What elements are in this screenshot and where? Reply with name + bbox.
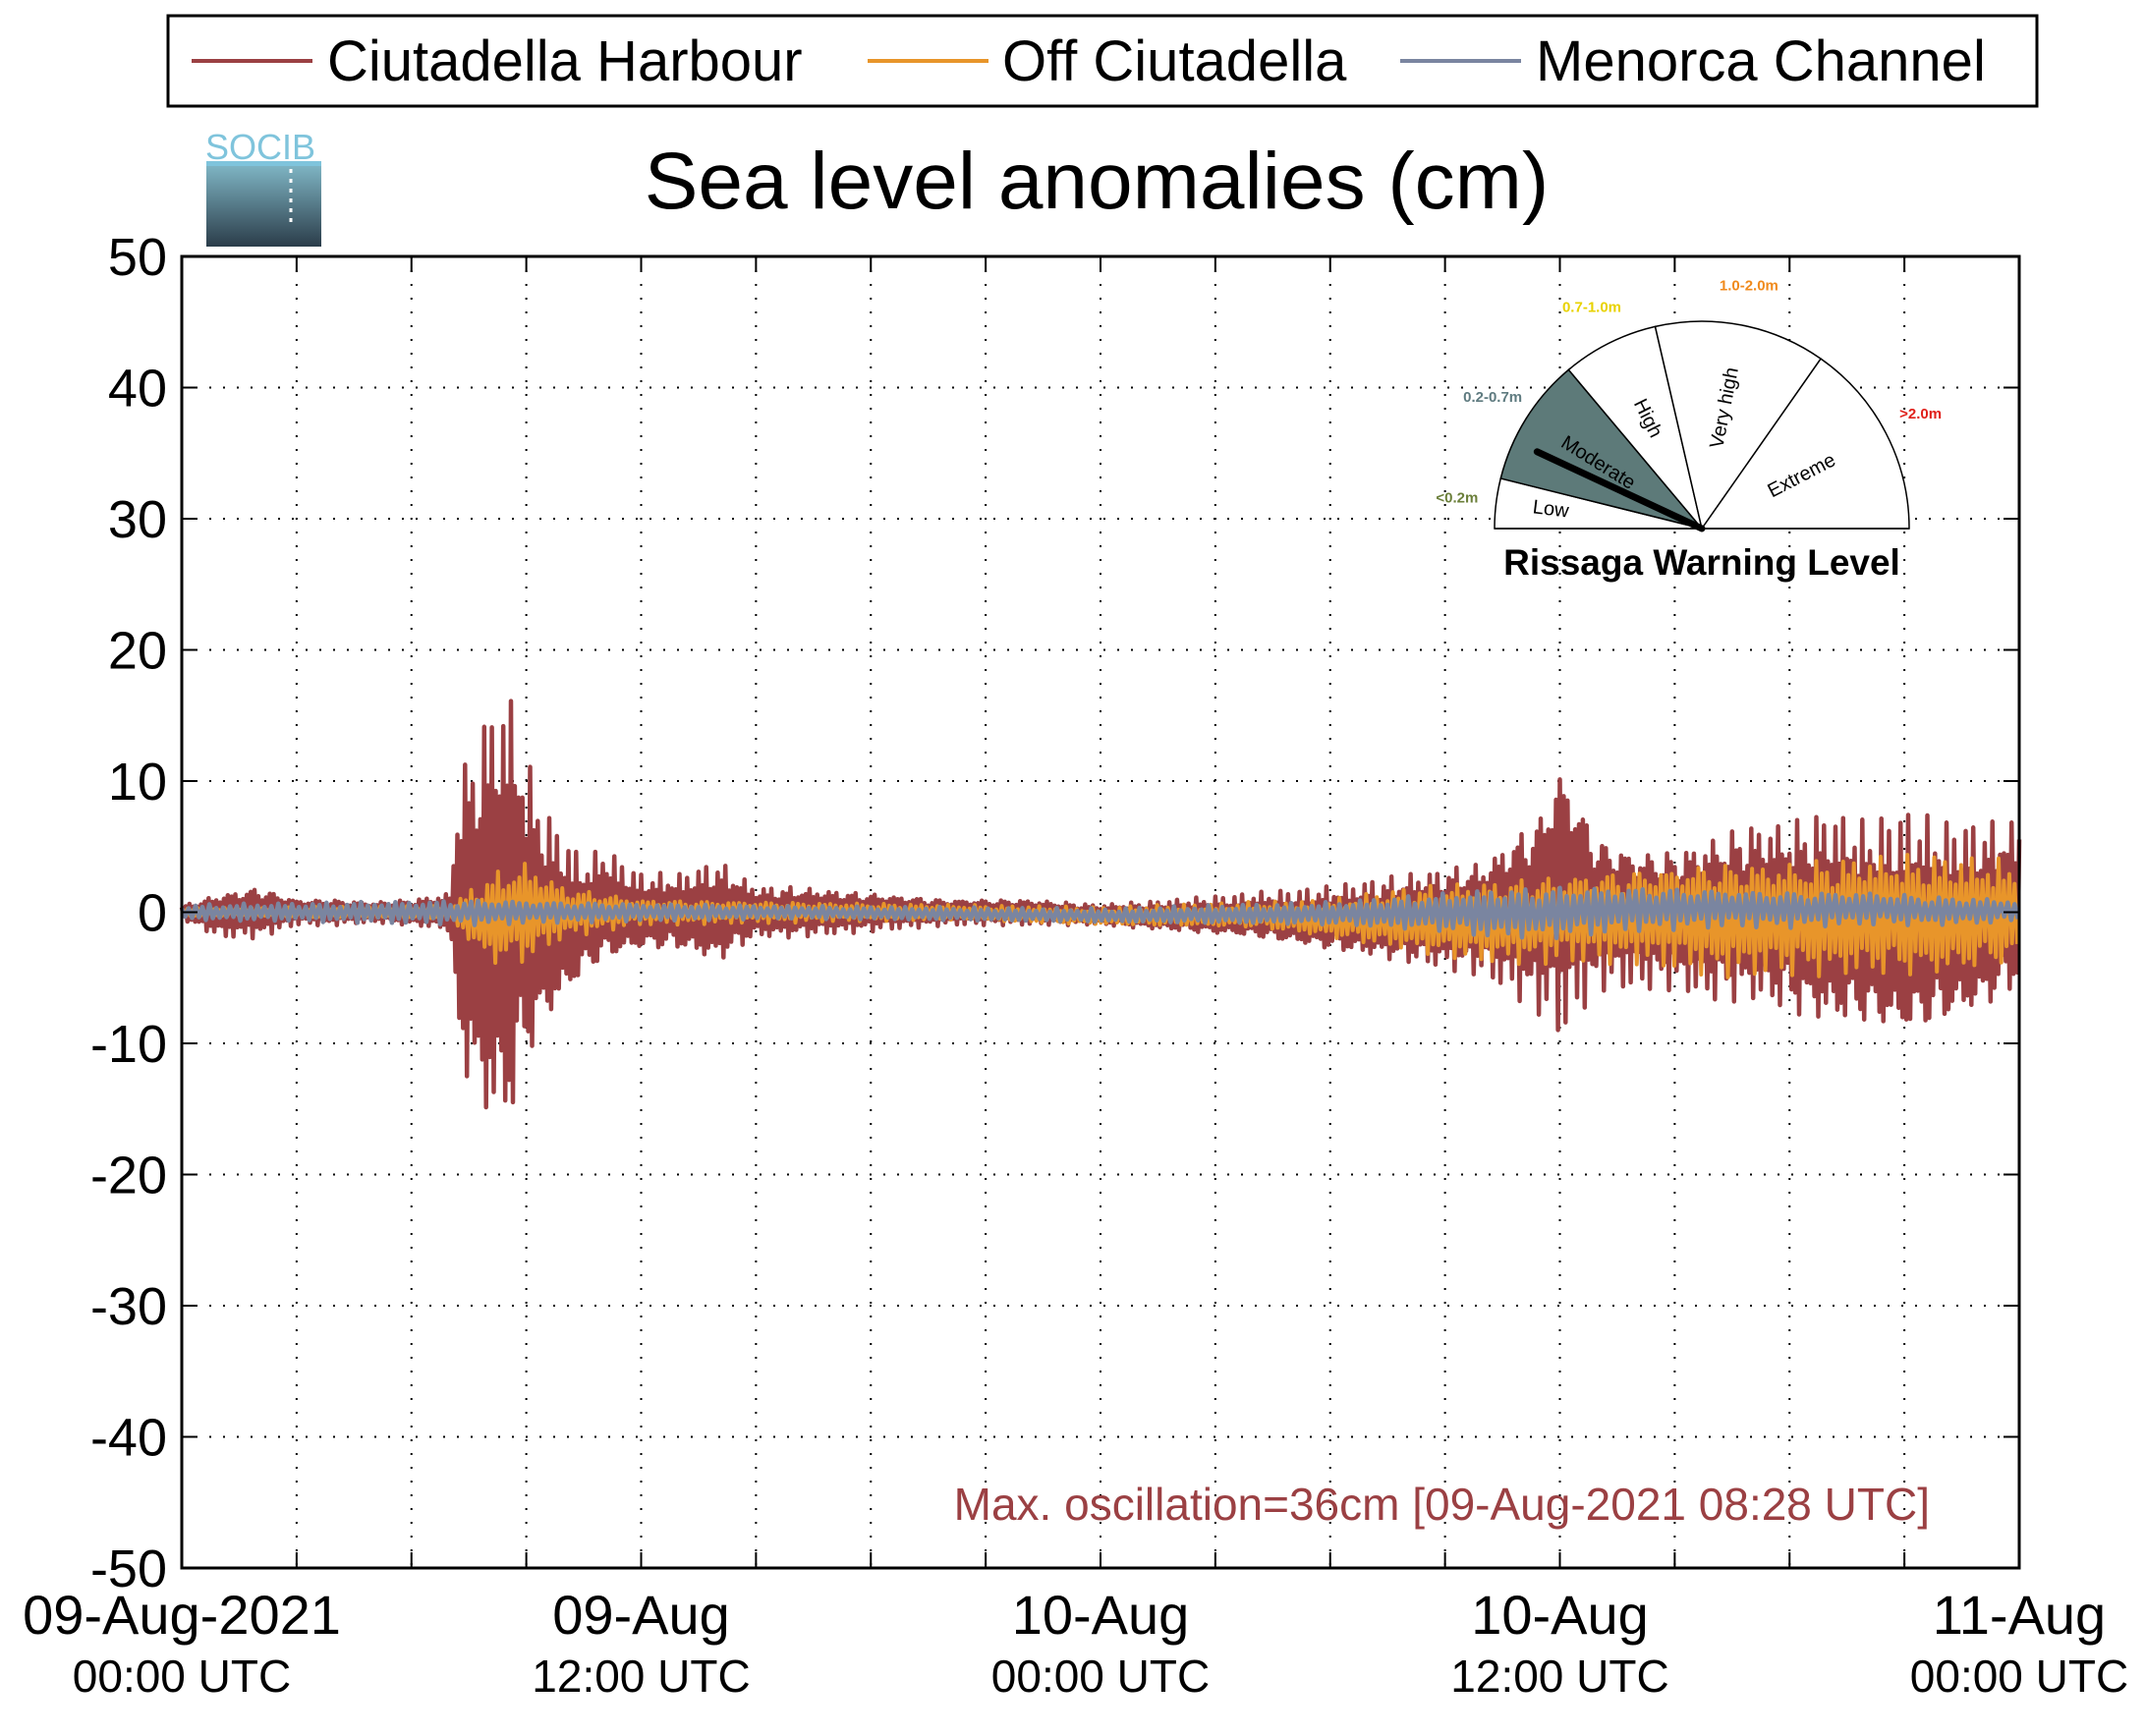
- x-tick-time-label: 12:00 UTC: [532, 1651, 750, 1702]
- max-oscillation-annotation: Max. oscillation=36cm [09-Aug-2021 08:28…: [954, 1479, 1930, 1530]
- y-tick-label: 50: [108, 228, 167, 287]
- y-tick-label: -20: [90, 1147, 167, 1205]
- x-tick-date-label: 09-Aug-2021: [23, 1584, 341, 1646]
- series-line-ciutadella-harbour: [179, 699, 2022, 1110]
- x-tick-time-label: 00:00 UTC: [1910, 1651, 2128, 1702]
- gauge-title: Rissaga Warning Level: [1503, 542, 1900, 583]
- legend-label-menorca-channel: Menorca Channel: [1536, 29, 1986, 93]
- y-tick-labels: 50 40 30 20 10 0 -10 -20 -30 -40 -50: [90, 228, 167, 1598]
- series-line-menorca-channel: [179, 885, 2020, 941]
- y-tick-label: -50: [90, 1540, 167, 1598]
- x-tick-date-label: 09-Aug: [552, 1584, 730, 1646]
- legend-box: [166, 14, 2039, 108]
- plot-area: [179, 254, 2022, 1570]
- legend: Ciutadella Harbour Off Ciutadella Menorc…: [166, 14, 2039, 108]
- series-layer: [179, 699, 2022, 1110]
- y-tick-label: 30: [108, 490, 167, 549]
- ticks: [182, 255, 2019, 1569]
- logo-text: SOCIB: [205, 127, 315, 167]
- gauge-sector-label: Low: [1532, 496, 1571, 522]
- chart-title: Sea level anomalies (cm): [645, 137, 1550, 226]
- x-tick-date-label: 11-Aug: [1933, 1584, 2106, 1646]
- gauge-range-label: 1.0-2.0m: [1720, 278, 1778, 295]
- gauge-sector-very-high: [1654, 320, 1823, 531]
- gauge-range-label: <0.2m: [1436, 489, 1478, 506]
- x-tick-date-label: 10-Aug: [1471, 1584, 1649, 1646]
- legend-label-off-ciutadella: Off Ciutadella: [1002, 29, 1347, 93]
- legend-label-ciutadella-harbour: Ciutadella Harbour: [327, 29, 803, 93]
- x-tick-time-label: 00:00 UTC: [73, 1651, 291, 1702]
- y-tick-label: 10: [108, 753, 167, 812]
- y-tick-label: -40: [90, 1409, 167, 1468]
- y-tick-label: 40: [108, 360, 167, 419]
- y-tick-label: -30: [90, 1277, 167, 1336]
- gauge-sector-high: [1567, 325, 1703, 530]
- socib-logo: SOCIB: [205, 127, 321, 247]
- gauge-range-label: 0.7-1.0m: [1562, 299, 1621, 315]
- logo-mark: [206, 165, 321, 247]
- gauge-range-label: >2.0m: [1899, 406, 1942, 422]
- x-tick-date-label: 10-Aug: [1012, 1584, 1190, 1646]
- gauge-sector-moderate: [1499, 368, 1705, 531]
- x-tick-time-label: 12:00 UTC: [1450, 1651, 1668, 1702]
- gauge-range-label: 0.2-0.7m: [1463, 389, 1522, 406]
- gauge-needle: [1533, 448, 1706, 532]
- y-tick-label: 20: [108, 622, 167, 681]
- x-tick-time-label: 00:00 UTC: [991, 1651, 1210, 1702]
- y-tick-label: 0: [138, 884, 167, 943]
- y-tick-label: -10: [90, 1015, 167, 1074]
- gauge-sector-extreme: [1700, 358, 1910, 530]
